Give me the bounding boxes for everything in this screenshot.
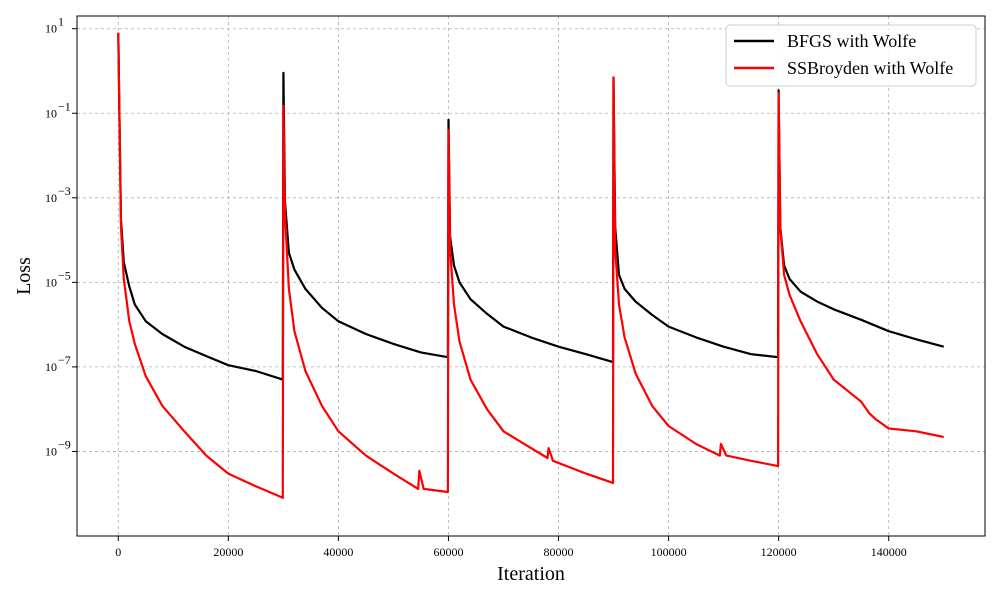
legend: BFGS with Wolfe SSBroyden with Wolfe	[725, 24, 977, 87]
legend-box	[725, 24, 977, 87]
x-tick-label: 80000	[544, 545, 574, 559]
y-tick-exponent: −1	[58, 99, 71, 113]
plot-frame	[76, 15, 986, 537]
grid-lines	[77, 16, 985, 536]
plot-series	[117, 32, 944, 499]
y-tick-exponent: −9	[58, 437, 71, 451]
y-tick-label: 10	[45, 360, 57, 374]
y-tick-exponent: −7	[58, 353, 71, 367]
y-tick-label: 10	[45, 106, 57, 120]
y-tick-exponent: 1	[58, 15, 64, 29]
x-tick-label: 120000	[761, 545, 797, 559]
x-axis-title: Iteration	[497, 563, 565, 585]
y-tick-label: 10	[45, 444, 57, 458]
y-tick-label: 10	[45, 22, 57, 36]
y-axis-title: Loss	[13, 257, 35, 295]
y-tick-exponent: −3	[58, 184, 71, 198]
x-tick-label: 0	[115, 545, 121, 559]
x-tick-label: 60000	[433, 545, 463, 559]
y-tick-exponent: −5	[58, 268, 71, 282]
y-tick-label: 10	[45, 275, 57, 289]
x-tick-label: 40000	[323, 545, 353, 559]
y-tick-label: 10	[45, 191, 57, 205]
series-line-ssbroyden	[117, 32, 944, 499]
x-tick-label: 100000	[651, 545, 687, 559]
x-axis-ticks: 0 20000 40000 60000 80000 100000 120000 140000	[115, 536, 907, 559]
legend-label-ssbroyden: SSBroyden with Wolfe	[787, 58, 953, 78]
legend-label-bfgs: BFGS with Wolfe	[787, 31, 916, 51]
x-tick-label: 20000	[213, 545, 243, 559]
x-tick-label: 140000	[871, 545, 907, 559]
